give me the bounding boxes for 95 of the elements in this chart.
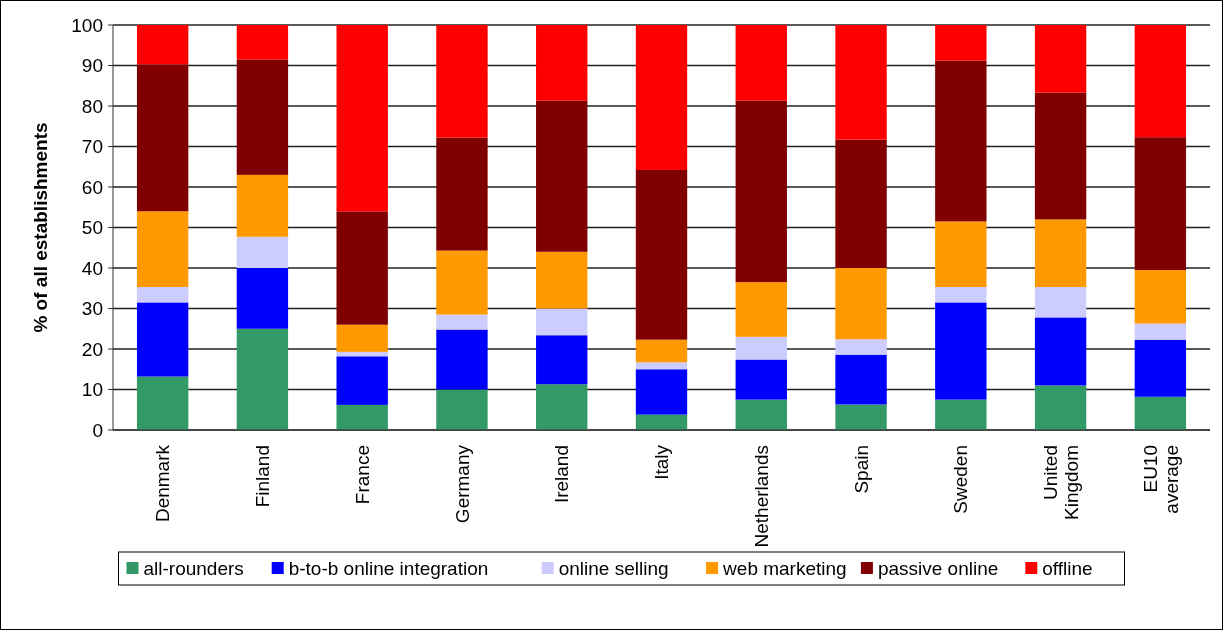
bar <box>1034 287 1087 318</box>
bar <box>136 376 189 430</box>
bar <box>935 60 987 222</box>
bar <box>1134 25 1187 138</box>
bar <box>935 221 987 288</box>
bar <box>935 399 987 430</box>
bar <box>835 25 887 140</box>
bar <box>735 336 787 360</box>
y-tick-label: 100 <box>71 14 103 36</box>
y-tick-label: 80 <box>81 95 103 117</box>
bar <box>336 211 388 325</box>
y-tick-label: 90 <box>81 55 103 77</box>
bar <box>935 287 987 303</box>
y-tick-label: 50 <box>81 217 103 239</box>
bar <box>835 404 887 430</box>
bar <box>236 328 289 430</box>
x-tick-label: Sweden <box>950 445 972 514</box>
x-tick-label: Finland <box>252 445 274 508</box>
legend-label: web marketing <box>722 557 847 579</box>
bar <box>735 25 787 101</box>
legend-label: passive online <box>877 557 999 579</box>
bar <box>1034 385 1087 430</box>
bar <box>236 236 289 268</box>
x-tick-label: Spain <box>850 445 872 494</box>
bar <box>236 174 289 237</box>
bar <box>1134 270 1187 324</box>
bar <box>536 25 588 101</box>
y-tick-label: 20 <box>81 338 103 360</box>
bar <box>1134 137 1187 271</box>
legend-label: offline <box>1042 557 1093 579</box>
y-tick-label: 30 <box>81 298 103 320</box>
bar <box>735 359 787 400</box>
legend-label: b-to-b online integration <box>288 557 489 579</box>
bar <box>536 100 588 252</box>
legend-label: online selling <box>558 557 669 579</box>
y-axis-title: % of all establishments <box>30 122 51 333</box>
bar <box>436 250 488 315</box>
x-tick-label: EU10 average <box>1139 445 1182 514</box>
x-tick-label: Italy <box>651 444 673 480</box>
bar <box>1034 219 1087 288</box>
y-tick-label: 10 <box>81 379 103 401</box>
y-tick-label: 70 <box>81 136 103 158</box>
bar <box>635 414 688 430</box>
bar <box>1134 339 1187 397</box>
bar <box>236 25 289 60</box>
legend-label: all-rounders <box>143 557 244 579</box>
bar <box>136 211 189 288</box>
bar <box>835 139 887 268</box>
x-tick-label: France <box>351 445 373 505</box>
x-tick-label: Ireland <box>551 445 573 504</box>
bar <box>635 362 688 370</box>
bar <box>635 169 688 340</box>
bar <box>436 137 488 251</box>
bar <box>336 25 388 212</box>
bar <box>436 329 488 390</box>
bar <box>336 356 388 405</box>
x-tick-label: Denmark <box>152 444 174 523</box>
bar <box>336 404 388 430</box>
bar <box>336 351 388 357</box>
bar <box>436 25 488 138</box>
bar <box>1134 323 1187 340</box>
bar <box>136 302 189 377</box>
bar <box>136 64 189 212</box>
bar <box>536 308 588 336</box>
bar <box>735 399 787 430</box>
bar <box>1134 396 1187 430</box>
y-tick-label: 40 <box>81 257 103 279</box>
x-tick-label: United Kingdom <box>1039 445 1082 520</box>
x-tick-label: Netherlands <box>750 445 772 548</box>
bar <box>536 251 588 309</box>
bar <box>1034 92 1087 220</box>
bar <box>635 369 688 415</box>
bar <box>436 314 488 330</box>
bar <box>136 287 189 303</box>
bar <box>835 354 887 405</box>
bar <box>1034 317 1087 386</box>
bar <box>336 324 388 352</box>
bar <box>136 25 189 65</box>
bar <box>1034 25 1087 93</box>
bar <box>236 59 289 175</box>
bar <box>935 302 987 400</box>
x-tick-label: Germany <box>451 444 473 524</box>
bar <box>236 268 289 329</box>
bar <box>536 384 588 430</box>
bar <box>735 100 787 283</box>
bar <box>935 25 987 61</box>
bar <box>635 339 688 363</box>
bar <box>536 335 588 385</box>
bar <box>835 268 887 340</box>
y-tick-label: 0 <box>92 419 103 441</box>
bar <box>436 389 488 430</box>
bar <box>835 339 887 355</box>
bar <box>635 25 688 170</box>
y-tick-label: 60 <box>81 176 103 198</box>
bar <box>735 282 787 337</box>
